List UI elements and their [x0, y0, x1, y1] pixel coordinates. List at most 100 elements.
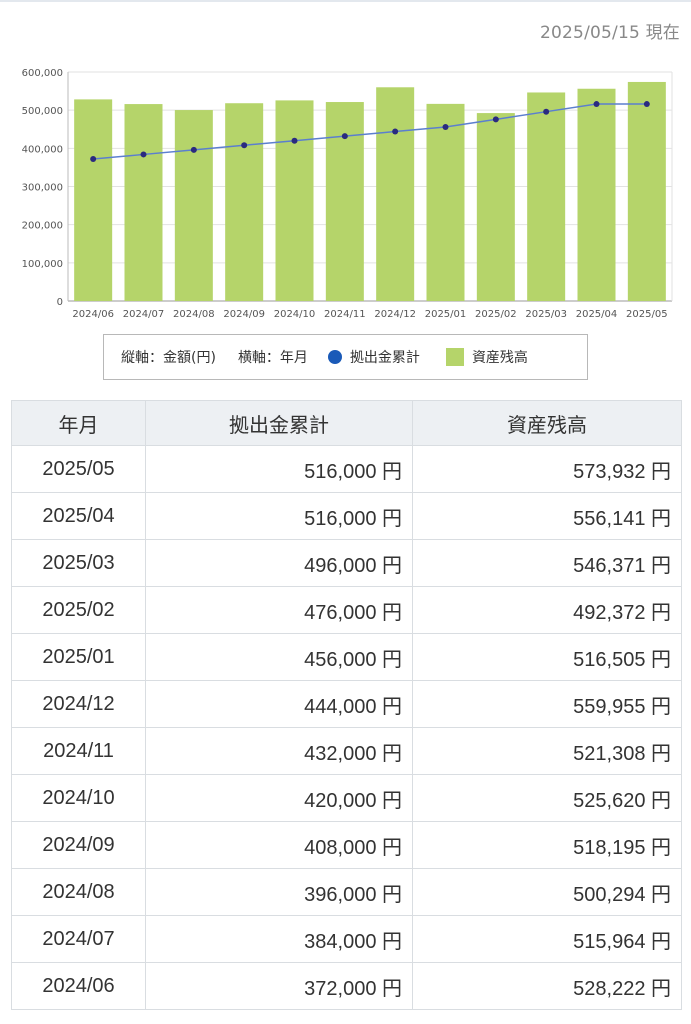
point-contribution-total [543, 108, 550, 115]
x-tick-label: 2024/10 [274, 309, 316, 320]
row-contribution-total: 476,000 円 [145, 586, 413, 634]
top-divider [0, 0, 691, 2]
legend-line-marker-icon [327, 350, 342, 364]
y-tick-label: 500,000 [22, 106, 63, 117]
as-of-date: 2025/05/15 現在 [540, 23, 680, 43]
row-asset-balance: 492,372 円 [412, 586, 682, 634]
y-tick-label: 600,000 [22, 68, 63, 79]
bar-asset-balance [426, 103, 465, 301]
legend-y-axis-text: 縦軸：金額(円) [121, 350, 216, 366]
bar-asset-balance [124, 104, 163, 302]
row-contribution-total: 456,000 円 [145, 633, 413, 681]
bar-asset-balance [325, 102, 364, 301]
chart-legend: 縦軸：金額(円) 横軸：年月 拠出金累計 資産残高 [103, 334, 588, 380]
table-row: 2024/10 420,000 円 525,620 円 [11, 774, 682, 822]
bar-asset-balance [174, 110, 213, 301]
row-month: 2024/07 [11, 915, 146, 963]
y-tick-label: 0 [57, 297, 63, 308]
x-tick-label: 2025/03 [525, 309, 567, 320]
legend-bar-swatch-icon [445, 348, 464, 366]
row-asset-balance: 546,371 円 [412, 539, 682, 587]
row-asset-balance: 518,195 円 [412, 821, 682, 869]
bar-asset-balance [225, 103, 264, 301]
point-contribution-total [190, 146, 197, 153]
point-contribution-total [643, 101, 650, 108]
x-tick-label: 2025/05 [626, 309, 668, 320]
y-tick-label: 200,000 [22, 221, 63, 232]
point-contribution-total [341, 133, 348, 140]
table-row: 2025/01 456,000 円 516,505 円 [11, 633, 682, 681]
row-contribution-total: 372,000 円 [145, 962, 413, 1010]
row-month: 2024/09 [11, 821, 146, 869]
table-row: 2025/05 516,000 円 573,932 円 [11, 445, 682, 493]
x-tick-label: 2025/04 [576, 309, 618, 320]
header-month: 年月 [11, 400, 146, 446]
x-tick-label: 2024/06 [72, 309, 114, 320]
row-contribution-total: 444,000 円 [145, 680, 413, 728]
row-month: 2025/01 [11, 633, 146, 681]
point-contribution-total [392, 128, 399, 135]
legend-line-label: 拠出金累計 [349, 350, 420, 366]
row-asset-balance: 528,222 円 [412, 962, 682, 1010]
header-contribution-total: 拠出金累計 [145, 400, 413, 446]
x-tick-label: 2024/08 [173, 309, 215, 320]
table-row: 2024/11 432,000 円 521,308 円 [11, 727, 682, 775]
row-asset-balance: 559,955 円 [412, 680, 682, 728]
row-contribution-total: 420,000 円 [145, 774, 413, 822]
row-month: 2024/06 [11, 962, 146, 1010]
bar-asset-balance [627, 81, 666, 302]
point-contribution-total [442, 123, 449, 130]
row-asset-balance: 500,294 円 [412, 868, 682, 916]
row-contribution-total: 396,000 円 [145, 868, 413, 916]
table-row: 2025/04 516,000 円 556,141 円 [11, 492, 682, 540]
point-contribution-total [492, 116, 499, 123]
row-month: 2024/10 [11, 774, 146, 822]
row-contribution-total: 408,000 円 [145, 821, 413, 869]
bar-asset-balance [275, 100, 314, 301]
point-contribution-total [593, 101, 600, 108]
row-month: 2024/08 [11, 868, 146, 916]
line-contribution-total [93, 103, 647, 160]
table-row: 2024/07 384,000 円 515,964 円 [11, 915, 682, 963]
row-month: 2025/05 [11, 445, 146, 493]
bar-asset-balance [577, 88, 616, 301]
x-tick-label: 2025/02 [475, 309, 517, 320]
row-month: 2024/12 [11, 680, 146, 728]
legend-x-axis-text: 横軸：年月 [237, 350, 308, 366]
table-row: 2024/12 444,000 円 559,955 円 [11, 680, 682, 728]
row-asset-balance: 556,141 円 [412, 492, 682, 540]
table-row: 2025/02 476,000 円 492,372 円 [11, 586, 682, 634]
row-month: 2024/11 [11, 727, 146, 775]
table-row: 2024/08 396,000 円 500,294 円 [11, 868, 682, 916]
row-contribution-total: 384,000 円 [145, 915, 413, 963]
y-tick-label: 100,000 [22, 259, 63, 270]
row-contribution-total: 516,000 円 [145, 445, 413, 493]
point-contribution-total [140, 151, 147, 158]
row-contribution-total: 496,000 円 [145, 539, 413, 587]
point-contribution-total [90, 156, 97, 163]
asset-chart: 0 100,000 200,000 300,000 400,000 500,000 600,… [22, 68, 673, 320]
x-tick-label: 2024/09 [223, 309, 265, 320]
table-row: 2024/09 408,000 円 518,195 円 [11, 821, 682, 869]
row-contribution-total: 516,000 円 [145, 492, 413, 540]
x-tick-label: 2024/12 [374, 309, 416, 320]
row-asset-balance: 516,505 円 [412, 633, 682, 681]
x-tick-label: 2025/01 [425, 309, 467, 320]
bar-asset-balance [376, 87, 415, 301]
row-asset-balance: 515,964 円 [412, 915, 682, 963]
y-tick-label: 300,000 [22, 183, 63, 194]
point-contribution-total [291, 137, 298, 144]
x-tick-label: 2024/07 [123, 309, 165, 320]
table-row: 2024/06 372,000 円 528,222 円 [11, 962, 682, 1010]
y-tick-label: 400,000 [22, 144, 63, 155]
bar-asset-balance [476, 113, 515, 301]
table-header-row: 年月 拠出金累計 資産残高 [11, 400, 682, 446]
row-month: 2025/03 [11, 539, 146, 587]
row-month: 2025/02 [11, 586, 146, 634]
bar-asset-balance [74, 99, 113, 302]
header-asset-balance: 資産残高 [412, 400, 682, 446]
row-asset-balance: 525,620 円 [412, 774, 682, 822]
row-contribution-total: 432,000 円 [145, 727, 413, 775]
bar-asset-balance [527, 92, 566, 301]
